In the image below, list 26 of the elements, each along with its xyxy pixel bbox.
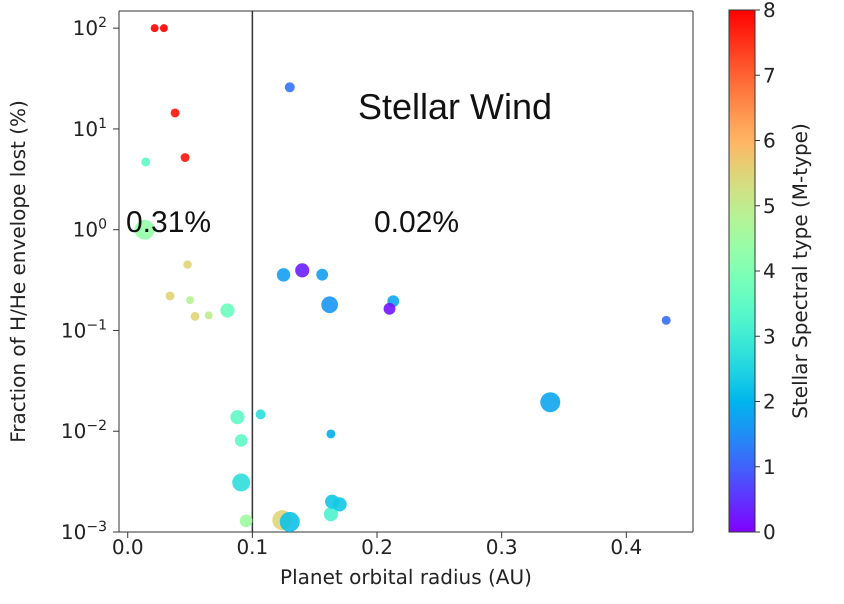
y-tick-label: 10$^{0}$ [72,216,107,242]
x-tick-label: 0.4 [610,535,642,560]
y-tick-label: 10$^{−1}$ [60,317,107,342]
annotation: 0.31% [126,206,212,240]
color-bar-label: 1 [763,454,776,479]
color-bar-label: 8 [763,0,776,22]
annotation: 0.02% [374,206,460,240]
x-tick-label: 0.0 [112,535,144,560]
color-bar-label: 2 [763,390,776,414]
y-tick-label: 10$^{−3}$ [60,519,107,544]
color-bar-label: 5 [763,194,776,218]
x-axis-title: Planet orbital radius (AU) [280,565,532,589]
x-tick-label: 0.1 [236,535,268,560]
y-tick-label: 10$^{2}$ [72,15,107,40]
y-tick-label: 10$^{−2}$ [60,418,107,444]
x-tick-label: 0.2 [361,535,393,560]
color-bar-title: Stellar Spectral type (M-type) [788,123,812,419]
color-bar-label: 3 [763,324,776,348]
y-tick-label: 10$^{1}$ [72,116,107,141]
color-bar-label: 6 [763,128,776,152]
color-bar-label: 4 [763,259,776,283]
color-bar-label: 7 [763,63,776,88]
color-bar-label: 0 [763,520,776,544]
x-tick-label: 0.3 [486,535,518,560]
annotation: Stellar Wind [358,86,552,128]
y-axis-title: Fraction of H/He envelope lost (%) [6,100,30,443]
